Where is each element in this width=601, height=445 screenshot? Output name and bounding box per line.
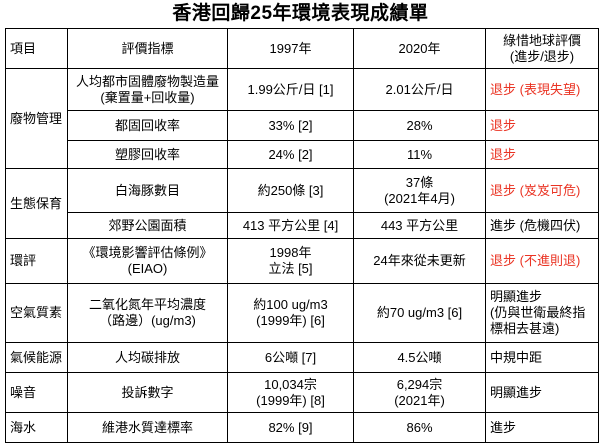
- indicator-cell: 郊野公園面積: [67, 212, 228, 239]
- value-1997-cell: 24% [2]: [227, 140, 354, 169]
- value-1997-cell: 1.99公斤/日 [1]: [227, 68, 354, 111]
- value-2020-cell: 約70 ug/m3 [6]: [353, 283, 486, 343]
- category-cell: 生態保育: [5, 168, 68, 239]
- table-row: 生態保育 白海豚數目 約250條 [3] 37條 (2021年4月) 退步 (岌…: [5, 168, 599, 239]
- value-1997-cell: 約250條 [3]: [227, 168, 354, 213]
- table-row: 廢物管理 人均都市固體廢物製造量 (棄置量+回收量) 1.99公斤/日 [1] …: [5, 68, 599, 169]
- value-1997-cell: 約100 ug/m3 (1999年) [6]: [227, 283, 354, 343]
- table-row: 郊野公園面積 413 平方公里 [4] 443 平方公里 進步 (危機四伏): [6, 212, 599, 239]
- category-cell: 海水: [5, 412, 68, 443]
- value-1997-cell: 413 平方公里 [4]: [227, 212, 354, 239]
- value-1997-cell: 6公噸 [7]: [227, 342, 354, 373]
- evaluation-cell: 退步 (岌岌可危): [485, 168, 599, 213]
- env-scorecard-table: 項目 評價指標 1997年 2020年 綠惜地球評價 (進步/退步) 廢物管理 …: [5, 28, 599, 443]
- indicator-cell: 維港水質達標率: [67, 412, 228, 443]
- table-row: 噪音 投訴數字 10,034宗 (1999年) [8] 6,294宗 (2021…: [5, 372, 599, 413]
- table-row: 都固回收率 33% [2] 28% 退步: [6, 110, 599, 141]
- table-row: 環評 《環境影響評估條例》 (EIAO) 1998年 立法 [5] 24年來從未…: [5, 238, 599, 284]
- indicator-cell: 白海豚數目: [67, 168, 228, 213]
- evaluation-cell: 退步: [485, 140, 599, 169]
- value-1997-cell: 10,034宗 (1999年) [8]: [227, 372, 354, 413]
- value-2020-cell: 11%: [353, 140, 486, 169]
- indicator-cell: 人均碳排放: [67, 342, 228, 373]
- category-cell: 噪音: [5, 372, 68, 413]
- page-title: 香港回歸25年環境表現成績單: [172, 3, 429, 24]
- evaluation-cell: 退步: [485, 110, 599, 141]
- value-2020-cell: 443 平方公里: [353, 212, 486, 239]
- value-2020-cell: 4.5公噸: [353, 342, 486, 373]
- evaluation-cell: 進步: [485, 412, 599, 443]
- category-cell: 空氣質素: [5, 283, 68, 343]
- header-category-cell: 項目: [5, 28, 68, 69]
- indicator-cell: 投訴數字: [67, 372, 228, 413]
- category-cell: 氣候能源: [5, 342, 68, 373]
- evaluation-cell: 明顯進步 (仍與世衛最終指標相去甚遠): [485, 283, 599, 343]
- value-2020-cell: 24年來從未更新: [353, 238, 486, 284]
- table-row: 空氣質素 二氧化氮年平均濃度 （路邊）(ug/m3) 約100 ug/m3 (1…: [5, 283, 599, 343]
- table-row: 海水 維港水質達標率 82% [9] 86% 進步: [5, 412, 599, 443]
- indicator-cell: 人均都市固體廢物製造量 (棄置量+回收量): [67, 68, 228, 111]
- table-header-row: 項目 評價指標 1997年 2020年 綠惜地球評價 (進步/退步): [5, 28, 599, 69]
- header-evaluation-cell: 綠惜地球評價 (進步/退步): [485, 28, 599, 69]
- indicator-cell: 二氧化氮年平均濃度 （路邊）(ug/m3): [67, 283, 228, 343]
- header-2020-cell: 2020年: [353, 28, 486, 69]
- value-2020-cell: 6,294宗 (2021年): [353, 372, 486, 413]
- value-1997-cell: 1998年 立法 [5]: [227, 238, 354, 284]
- category-cell: 廢物管理: [5, 68, 68, 169]
- indicator-cell: 都固回收率: [67, 110, 228, 141]
- evaluation-cell: 退步 (表現失望): [485, 68, 599, 111]
- value-2020-cell: 28%: [353, 110, 486, 141]
- value-2020-cell: 86%: [353, 412, 486, 443]
- indicator-cell: 塑膠回收率: [67, 140, 228, 169]
- header-1997-cell: 1997年: [227, 28, 354, 69]
- value-1997-cell: 33% [2]: [227, 110, 354, 141]
- evaluation-cell: 進步 (危機四伏): [485, 212, 599, 239]
- table-row: 氣候能源 人均碳排放 6公噸 [7] 4.5公噸 中規中距: [5, 342, 599, 373]
- header-indicator-cell: 評價指標: [67, 28, 228, 69]
- table-row: 塑膠回收率 24% [2] 11% 退步: [6, 140, 599, 169]
- indicator-cell: 《環境影響評估條例》 (EIAO): [67, 238, 228, 284]
- value-2020-cell: 2.01公斤/日: [353, 68, 486, 111]
- value-2020-cell: 37條 (2021年4月): [353, 168, 486, 213]
- value-1997-cell: 82% [9]: [227, 412, 354, 443]
- evaluation-cell: 明顯進步: [485, 372, 599, 413]
- category-cell: 環評: [5, 238, 68, 284]
- evaluation-cell: 退步 (不進則退): [485, 238, 599, 284]
- evaluation-cell: 中規中距: [485, 342, 599, 373]
